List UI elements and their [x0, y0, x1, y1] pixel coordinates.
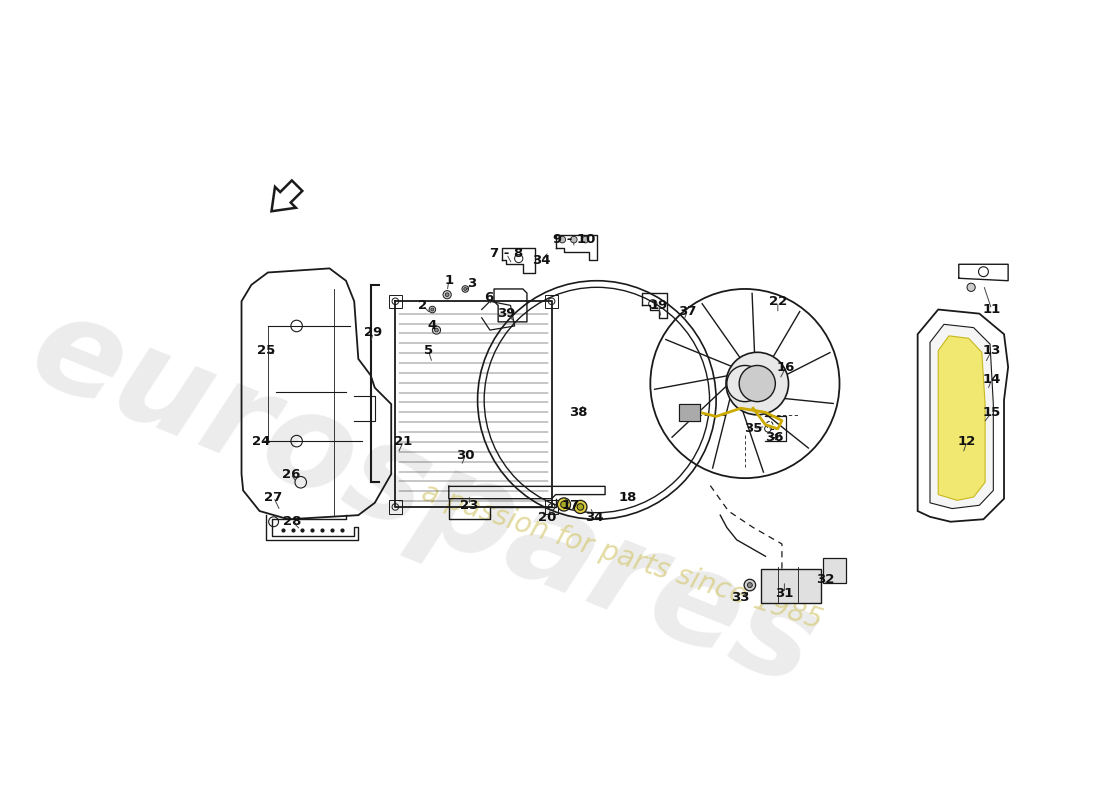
Text: 37: 37 — [679, 305, 696, 318]
Text: 38: 38 — [570, 406, 589, 419]
Text: 39: 39 — [497, 307, 516, 320]
Circle shape — [747, 582, 752, 587]
Text: 3: 3 — [468, 277, 476, 290]
Text: 18: 18 — [618, 490, 637, 503]
Circle shape — [446, 293, 449, 297]
Circle shape — [464, 287, 466, 290]
Text: 22: 22 — [769, 294, 786, 308]
Text: 9 - 10: 9 - 10 — [552, 233, 595, 246]
Circle shape — [559, 236, 565, 243]
Polygon shape — [930, 324, 993, 509]
Text: 28: 28 — [284, 515, 301, 528]
Text: 21: 21 — [395, 434, 412, 448]
Circle shape — [462, 286, 469, 292]
Text: 35: 35 — [744, 422, 762, 435]
Text: 14: 14 — [982, 373, 1001, 386]
Bar — [823, 558, 846, 582]
Text: 19: 19 — [649, 299, 668, 312]
Text: 30: 30 — [456, 450, 474, 462]
Circle shape — [744, 579, 756, 591]
Text: 6: 6 — [484, 290, 493, 304]
Text: 27: 27 — [264, 490, 283, 503]
Text: 31: 31 — [776, 586, 793, 600]
Bar — [544, 294, 558, 308]
Text: 2: 2 — [418, 299, 427, 312]
Text: 11: 11 — [982, 303, 1001, 316]
Circle shape — [443, 290, 451, 299]
Text: 24: 24 — [252, 434, 271, 448]
Polygon shape — [679, 404, 700, 421]
Text: 17: 17 — [561, 498, 580, 512]
Text: 34: 34 — [585, 511, 604, 524]
Circle shape — [432, 326, 441, 334]
Text: 33: 33 — [732, 591, 750, 604]
Text: 32: 32 — [816, 573, 835, 586]
Text: 25: 25 — [257, 344, 275, 357]
Polygon shape — [938, 336, 986, 500]
Text: 4: 4 — [428, 319, 437, 333]
Text: a passion for parts since 1985: a passion for parts since 1985 — [418, 478, 825, 634]
Circle shape — [967, 283, 976, 291]
Text: 1: 1 — [444, 274, 453, 287]
Bar — [388, 500, 401, 514]
Circle shape — [582, 236, 588, 243]
Bar — [544, 500, 558, 514]
Text: 29: 29 — [364, 326, 382, 339]
Circle shape — [578, 504, 584, 510]
Text: 5: 5 — [424, 344, 432, 357]
Text: 7 - 8: 7 - 8 — [490, 247, 522, 260]
Circle shape — [561, 501, 568, 508]
Circle shape — [571, 236, 578, 243]
Text: 23: 23 — [460, 498, 478, 512]
Bar — [761, 569, 821, 603]
Text: 15: 15 — [982, 406, 1001, 419]
Circle shape — [429, 306, 436, 313]
Text: 13: 13 — [982, 344, 1001, 357]
Text: eurospares: eurospares — [13, 283, 835, 714]
Text: 20: 20 — [538, 511, 557, 524]
Text: 36: 36 — [766, 430, 784, 443]
Circle shape — [574, 500, 587, 514]
Circle shape — [434, 328, 438, 332]
Circle shape — [558, 498, 571, 511]
Bar — [388, 294, 401, 308]
Circle shape — [431, 308, 433, 311]
Circle shape — [739, 366, 776, 402]
Text: 12: 12 — [958, 434, 976, 448]
Text: 26: 26 — [282, 467, 300, 481]
Text: 16: 16 — [777, 361, 795, 374]
Text: 34: 34 — [531, 254, 550, 266]
Circle shape — [726, 352, 789, 415]
